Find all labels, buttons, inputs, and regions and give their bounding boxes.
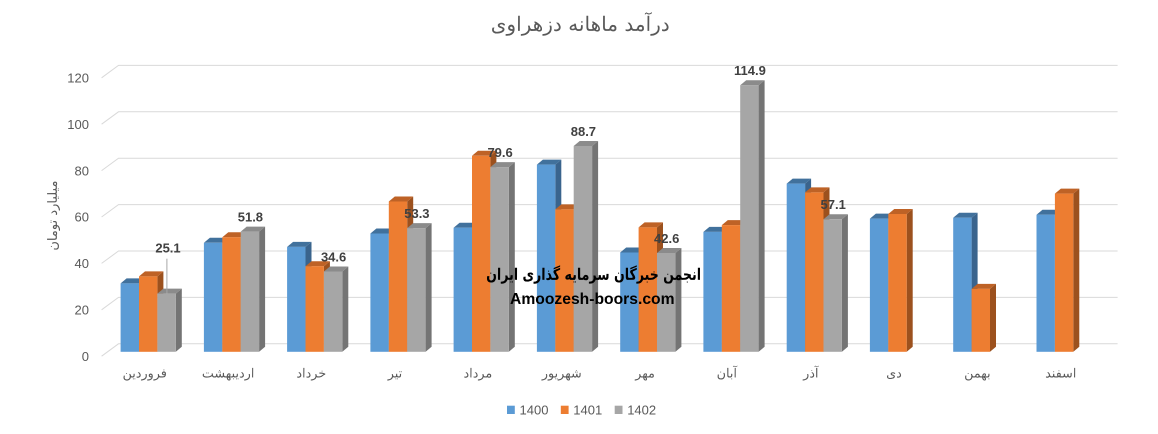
svg-text:42.6: 42.6 [654,231,679,246]
svg-text:53.3: 53.3 [404,206,429,221]
svg-text:114.9: 114.9 [734,63,766,78]
svg-text:25.1: 25.1 [155,241,180,256]
svg-text:1401: 1401 [573,402,602,417]
svg-text:88.7: 88.7 [571,124,596,139]
svg-text:20: 20 [75,302,89,317]
svg-text:79.6: 79.6 [487,145,512,160]
svg-text:57.1: 57.1 [821,197,846,212]
svg-text:120: 120 [67,71,89,86]
svg-text:1402: 1402 [627,402,656,417]
svg-text:80: 80 [75,163,89,178]
svg-text:51.8: 51.8 [238,210,263,225]
svg-text:1400: 1400 [520,402,549,417]
svg-text:60: 60 [75,210,89,225]
svg-text:100: 100 [67,117,89,132]
svg-text:Amoozesh-boors.com: Amoozesh-boors.com [510,291,675,308]
svg-text:0: 0 [82,349,89,364]
svg-text:34.6: 34.6 [321,249,346,264]
svg-text:40: 40 [75,256,89,271]
